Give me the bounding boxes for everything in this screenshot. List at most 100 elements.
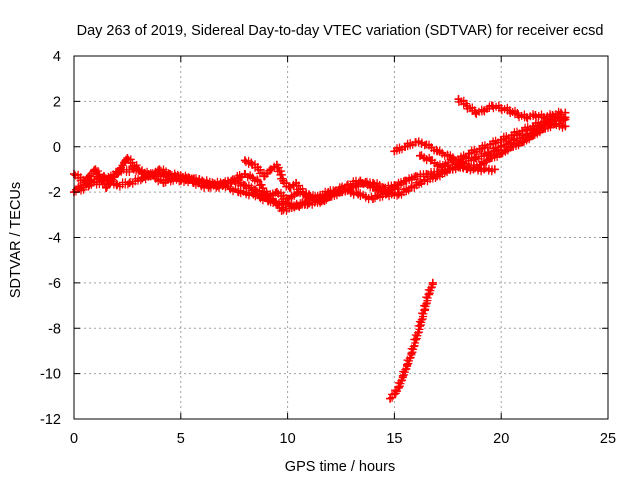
data-point xyxy=(437,163,446,172)
data-point xyxy=(497,142,506,151)
data-point xyxy=(298,188,307,197)
y-tick-label: -6 xyxy=(48,276,61,292)
data-point xyxy=(420,176,429,185)
data-point xyxy=(507,131,516,140)
x-tick-label: 20 xyxy=(493,431,509,447)
y-tick-label: 0 xyxy=(53,140,61,156)
series-track-d xyxy=(240,156,313,202)
data-point xyxy=(401,176,410,185)
data-point xyxy=(228,176,237,185)
data-point xyxy=(390,147,399,156)
data-point xyxy=(426,156,435,165)
data-point xyxy=(356,176,365,185)
data-point xyxy=(422,140,431,149)
data-point xyxy=(129,165,138,174)
data-point xyxy=(480,165,489,174)
data-point xyxy=(454,95,463,104)
data-point xyxy=(309,194,318,203)
data-point xyxy=(471,108,480,117)
data-point xyxy=(204,183,213,192)
data-point xyxy=(264,197,273,206)
data-point xyxy=(416,322,424,330)
data-point xyxy=(433,172,442,181)
data-point xyxy=(369,183,377,192)
data-point xyxy=(260,172,269,181)
data-marks xyxy=(70,95,570,403)
data-point xyxy=(561,108,570,117)
data-point xyxy=(411,335,420,344)
y-tick-label: -2 xyxy=(48,185,61,201)
x-tick-label: 10 xyxy=(280,431,296,447)
data-point xyxy=(428,278,437,287)
data-point xyxy=(144,170,153,178)
data-point xyxy=(123,154,132,163)
data-point xyxy=(369,194,377,203)
data-point xyxy=(102,183,110,192)
data-point xyxy=(463,101,471,110)
data-point xyxy=(522,131,531,140)
x-tick-label: 15 xyxy=(386,431,402,447)
data-point xyxy=(294,201,303,210)
data-point xyxy=(465,149,474,158)
data-point xyxy=(99,176,108,185)
data-point xyxy=(448,156,457,165)
data-point xyxy=(266,165,275,174)
data-point xyxy=(475,160,484,169)
data-point xyxy=(114,167,123,176)
axis-ticks: 0 5 10 15 20 25 -12 -10 -8 -6 -4 -2 0 2 4 xyxy=(40,49,616,447)
data-point xyxy=(411,172,420,181)
data-point xyxy=(384,188,392,197)
data-point xyxy=(403,360,412,369)
data-point xyxy=(394,181,403,190)
data-point xyxy=(420,306,429,315)
data-point xyxy=(486,140,495,149)
data-point xyxy=(394,190,403,199)
data-point xyxy=(522,113,531,122)
data-point xyxy=(548,111,557,119)
data-point xyxy=(561,115,570,124)
data-point xyxy=(407,183,416,192)
data-point xyxy=(174,172,183,181)
data-point xyxy=(125,179,134,187)
data-point xyxy=(505,106,514,115)
data-point xyxy=(531,111,540,119)
series-track-f xyxy=(416,151,499,176)
data-point xyxy=(488,101,497,110)
series-track-h xyxy=(386,278,437,403)
data-point xyxy=(458,163,467,172)
data-point xyxy=(424,290,433,299)
data-point xyxy=(433,147,442,156)
data-point xyxy=(159,179,168,187)
x-tick-label: 5 xyxy=(177,431,185,447)
data-point xyxy=(219,181,228,190)
data-point xyxy=(247,158,256,167)
y-tick-label: -10 xyxy=(40,367,61,383)
data-point xyxy=(112,181,121,190)
data-point xyxy=(475,145,484,153)
data-point xyxy=(469,165,478,174)
data-point xyxy=(497,135,506,144)
data-point xyxy=(539,113,548,122)
data-point xyxy=(253,176,262,185)
data-point xyxy=(411,138,420,147)
data-point xyxy=(471,154,480,163)
data-point xyxy=(407,349,416,358)
y-tick-label: -8 xyxy=(48,321,61,337)
data-point xyxy=(354,190,363,199)
data-point xyxy=(279,206,288,215)
data-point xyxy=(480,106,489,115)
data-point xyxy=(514,111,523,119)
x-tick-label: 0 xyxy=(70,431,78,447)
y-tick-label: -4 xyxy=(48,231,61,247)
data-point xyxy=(138,174,147,183)
data-point xyxy=(529,122,538,131)
data-point xyxy=(240,156,249,165)
data-point xyxy=(253,163,262,172)
data-point xyxy=(518,126,527,135)
data-point xyxy=(85,181,93,190)
x-axis-label: GPS time / hours xyxy=(285,459,395,475)
data-point xyxy=(234,188,243,197)
data-point xyxy=(401,142,410,151)
data-point xyxy=(155,165,164,174)
